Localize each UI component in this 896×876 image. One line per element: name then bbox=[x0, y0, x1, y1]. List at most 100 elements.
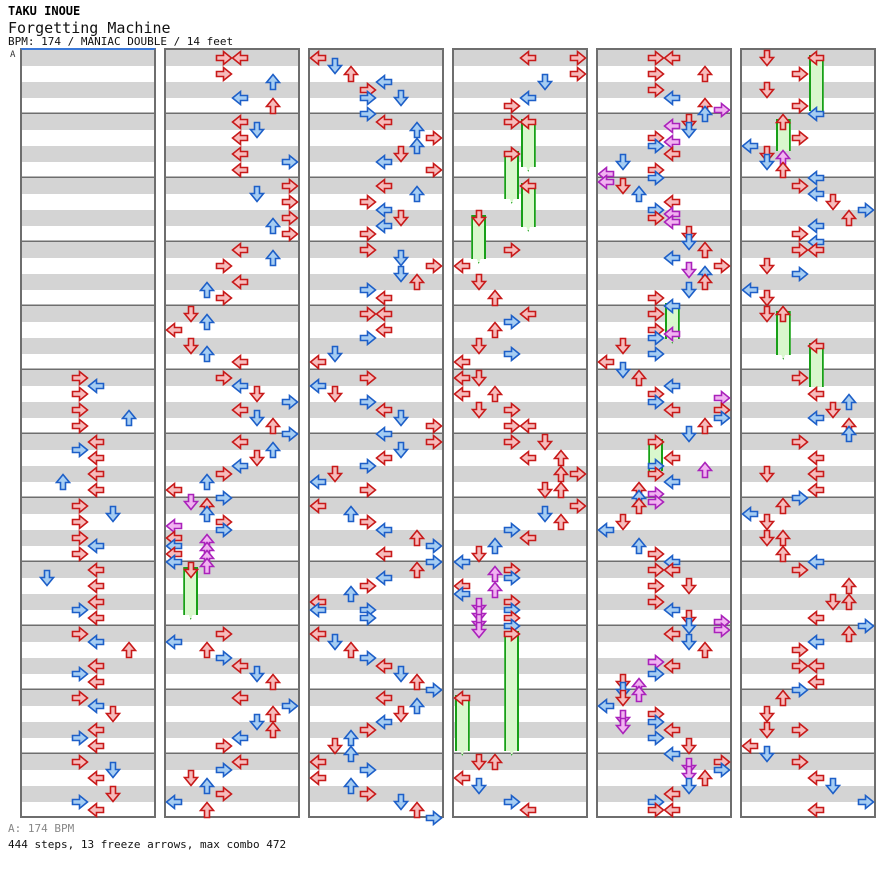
arrow-down-icon bbox=[470, 753, 487, 771]
arrow-up-icon bbox=[631, 497, 648, 515]
arrow-left-icon bbox=[453, 369, 471, 387]
arrow-right-icon bbox=[215, 257, 233, 275]
arrow-right-icon bbox=[647, 729, 665, 747]
arrow-down-icon bbox=[824, 193, 841, 211]
arrow-right-icon bbox=[647, 305, 665, 323]
arrow-up-icon bbox=[409, 529, 426, 547]
arrow-down-icon bbox=[614, 717, 631, 735]
arrow-left-icon bbox=[165, 537, 183, 555]
arrow-down-icon bbox=[470, 273, 487, 291]
arrow-right-icon bbox=[713, 753, 731, 771]
freeze-arrow-body bbox=[521, 119, 536, 172]
arrow-right-icon bbox=[215, 737, 233, 755]
arrow-left-icon bbox=[807, 465, 825, 483]
arrow-right-icon bbox=[647, 201, 665, 219]
arrow-right-icon bbox=[425, 681, 443, 699]
freeze-arrow-body bbox=[776, 119, 791, 156]
artist-name: TAKU INOUE bbox=[8, 4, 81, 18]
arrow-left-icon bbox=[807, 801, 825, 819]
arrow-right-icon bbox=[425, 433, 443, 451]
arrow-down-icon bbox=[470, 777, 487, 795]
arrow-right-icon bbox=[71, 753, 89, 771]
arrow-up-icon bbox=[55, 473, 72, 491]
arrow-left-icon bbox=[597, 165, 615, 183]
arrow-left-icon bbox=[663, 401, 681, 419]
arrow-right-icon bbox=[359, 193, 377, 211]
marker-bpm-info: A: 174 BPM bbox=[8, 822, 75, 835]
freeze-arrow-body bbox=[455, 695, 470, 756]
arrow-right-icon bbox=[713, 409, 731, 427]
arrow-left-icon bbox=[375, 73, 393, 91]
arrow-left-icon bbox=[519, 449, 537, 467]
chart-panel-6 bbox=[740, 48, 876, 819]
arrow-right-icon bbox=[569, 65, 587, 83]
arrow-down-icon bbox=[758, 145, 775, 163]
arrow-left-icon bbox=[597, 697, 615, 715]
arrow-left-icon bbox=[309, 49, 327, 67]
arrow-right-icon bbox=[647, 137, 665, 155]
arrow-down-icon bbox=[326, 385, 343, 403]
arrow-up-icon bbox=[265, 705, 282, 723]
arrow-right-icon bbox=[647, 345, 665, 363]
arrow-up-icon bbox=[265, 249, 282, 267]
arrow-left-icon bbox=[453, 385, 471, 403]
arrow-left-icon bbox=[165, 529, 183, 547]
arrow-right-icon bbox=[791, 265, 809, 283]
arrow-right-icon bbox=[503, 793, 521, 811]
arrow-left-icon bbox=[87, 481, 105, 499]
arrow-left-icon bbox=[663, 657, 681, 675]
marker-a-label: A bbox=[10, 50, 16, 60]
arrow-right-icon bbox=[71, 689, 89, 707]
arrow-right-icon bbox=[215, 761, 233, 779]
arrow-down-icon bbox=[758, 721, 775, 739]
arrow-down-icon bbox=[248, 409, 265, 427]
arrow-right-icon bbox=[359, 577, 377, 595]
arrow-right-icon bbox=[713, 613, 731, 631]
arrow-right-icon bbox=[71, 385, 89, 403]
arrow-right-icon bbox=[215, 65, 233, 83]
arrow-right-icon bbox=[71, 441, 89, 459]
arrow-right-icon bbox=[71, 369, 89, 387]
arrow-down-icon bbox=[758, 153, 775, 171]
arrow-right-icon bbox=[791, 681, 809, 699]
arrow-right-icon bbox=[791, 225, 809, 243]
arrow-down-icon bbox=[326, 737, 343, 755]
arrow-up-icon bbox=[199, 541, 216, 559]
arrow-left-icon bbox=[231, 241, 249, 259]
arrow-right-icon bbox=[359, 105, 377, 123]
arrow-up-icon bbox=[697, 641, 714, 659]
arrow-up-icon bbox=[343, 505, 360, 523]
arrow-down-icon bbox=[680, 577, 697, 595]
arrow-up-icon bbox=[487, 753, 504, 771]
arrow-down-icon bbox=[326, 345, 343, 363]
arrow-up-icon bbox=[199, 777, 216, 795]
arrow-left-icon bbox=[231, 113, 249, 131]
arrow-up-icon bbox=[697, 65, 714, 83]
arrow-right-icon bbox=[503, 417, 521, 435]
arrow-up-icon bbox=[343, 65, 360, 83]
arrow-up-icon bbox=[553, 449, 570, 467]
arrow-right-icon bbox=[281, 209, 299, 227]
freeze-arrow-body bbox=[521, 183, 536, 232]
arrow-down-icon bbox=[392, 441, 409, 459]
arrow-right-icon bbox=[215, 625, 233, 643]
arrow-up-icon bbox=[631, 677, 648, 695]
arrow-right-icon bbox=[569, 49, 587, 67]
arrow-up-icon bbox=[775, 689, 792, 707]
arrow-left-icon bbox=[807, 217, 825, 235]
arrow-left-icon bbox=[165, 553, 183, 571]
arrow-right-icon bbox=[215, 289, 233, 307]
arrow-left-icon bbox=[375, 449, 393, 467]
arrow-left-icon bbox=[231, 273, 249, 291]
arrow-right-icon bbox=[215, 521, 233, 539]
arrow-down-icon bbox=[326, 633, 343, 651]
arrow-down-icon bbox=[392, 705, 409, 723]
arrow-up-icon bbox=[487, 581, 504, 599]
arrow-up-icon bbox=[199, 557, 216, 575]
arrow-down-icon bbox=[680, 121, 697, 139]
arrow-left-icon bbox=[165, 517, 183, 535]
arrow-right-icon bbox=[215, 369, 233, 387]
arrow-right-icon bbox=[647, 329, 665, 347]
arrow-right-icon bbox=[647, 161, 665, 179]
arrow-up-icon bbox=[199, 473, 216, 491]
